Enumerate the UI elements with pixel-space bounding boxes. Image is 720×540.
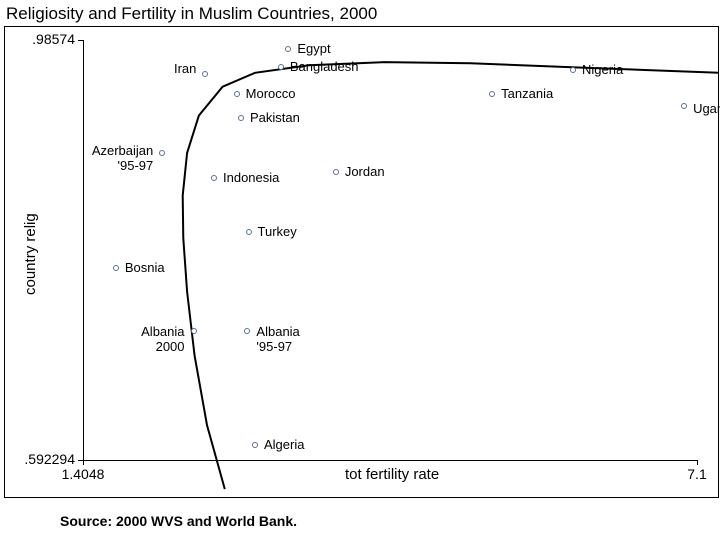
x-tick-mark <box>83 460 84 465</box>
label-bosnia: Bosnia <box>125 261 165 276</box>
marker-jordan <box>333 169 339 175</box>
x-axis-label: tot fertility rate <box>345 466 439 483</box>
chart-title: Religiosity and Fertility in Muslim Coun… <box>6 4 377 24</box>
label-pakistan: Pakistan <box>250 111 300 126</box>
marker-albania2000 <box>191 328 197 334</box>
label-albania9597: Albania '95-97 <box>256 325 299 355</box>
marker-turkey <box>246 229 252 235</box>
x-tick-mark <box>697 460 698 465</box>
page-root: Religiosity and Fertility in Muslim Coun… <box>0 0 720 540</box>
label-morocco: Morocco <box>246 87 296 102</box>
label-turkey: Turkey <box>258 225 297 240</box>
y-tick-label: .592294 <box>13 451 75 467</box>
marker-uganda <box>681 103 687 109</box>
label-albania2000: Albania 2000 <box>65 325 185 355</box>
label-algeria: Algeria <box>264 438 304 453</box>
y-tick-label: .98574 <box>13 31 75 47</box>
label-jordan: Jordan <box>345 165 385 180</box>
marker-nigeria <box>570 67 576 73</box>
y-tick-mark <box>78 40 83 41</box>
y-axis-label: country relig <box>22 213 39 295</box>
marker-morocco <box>234 91 240 97</box>
source-note: Source: 2000 WVS and World Bank. <box>60 513 297 529</box>
label-uganda: Uganda <box>693 102 720 117</box>
label-bangladesh: Bangladesh <box>290 60 359 75</box>
label-tanzania: Tanzania <box>501 87 553 102</box>
label-iran: Iran <box>76 62 196 77</box>
x-tick-label: 1.4048 <box>48 466 118 482</box>
label-nigeria: Nigeria <box>582 63 623 78</box>
label-egypt: Egypt <box>297 42 330 57</box>
x-tick-label: 7.1 <box>662 466 720 482</box>
label-indonesia: Indonesia <box>223 171 279 186</box>
plot-area <box>83 40 698 461</box>
marker-pakistan <box>238 115 244 121</box>
label-azerbaijan: Azerbaijan '95-97 <box>33 144 153 174</box>
